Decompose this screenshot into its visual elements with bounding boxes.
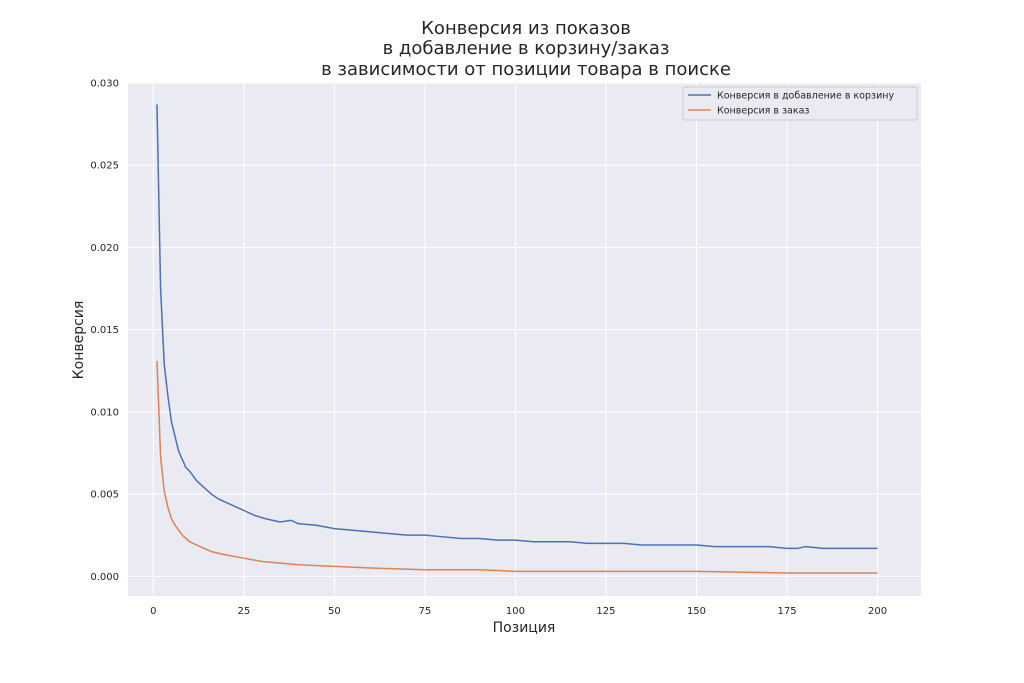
- legend-label-order: Конверсия в заказ: [717, 106, 809, 117]
- plot-area: [128, 83, 921, 596]
- x-tick-label: 100: [506, 606, 525, 617]
- y-tick-label: 0.015: [90, 325, 119, 336]
- x-tick-label: 25: [238, 606, 251, 617]
- chart-title-line-2: в добавление в корзину/заказ: [383, 38, 670, 59]
- y-axis-label: Конверсия: [71, 301, 87, 380]
- legend: Конверсия в добавление в корзину Конверс…: [682, 86, 918, 121]
- x-tick-label: 0: [150, 606, 156, 617]
- grid-lines: [128, 82, 921, 596]
- y-tick-label: 0.020: [90, 243, 119, 254]
- x-tick-label: 175: [777, 606, 796, 617]
- legend-label-add-to-cart: Конверсия в добавление в корзину: [717, 91, 894, 102]
- x-axis-label: Позиция: [493, 620, 556, 636]
- series-line-add-to-cart: [156, 104, 878, 550]
- x-tick-label: 125: [596, 606, 615, 617]
- y-tick-label: 0.000: [90, 572, 119, 583]
- x-axis-ticks: 0 25 50 75 100 125 150 175 200: [150, 606, 887, 617]
- series-line-order: [156, 360, 878, 574]
- y-tick-label: 0.010: [90, 407, 119, 418]
- x-tick-label: 200: [868, 606, 887, 617]
- legend-box: [682, 86, 918, 121]
- y-tick-label: 0.030: [90, 79, 119, 90]
- y-axis-ticks: 0.000 0.005 0.010 0.015 0.020 0.025 0.030: [90, 79, 119, 583]
- y-tick-label: 0.005: [90, 490, 119, 501]
- x-tick-label: 50: [328, 606, 341, 617]
- y-tick-label: 0.025: [90, 161, 119, 172]
- chart-title-line-1: Конверсия из показов: [421, 18, 631, 39]
- x-tick-label: 150: [687, 606, 706, 617]
- x-tick-label: 75: [419, 606, 432, 617]
- chart-title-line-3: в зависимости от позиции товара в поиске: [321, 59, 731, 80]
- series-layer: [156, 104, 878, 574]
